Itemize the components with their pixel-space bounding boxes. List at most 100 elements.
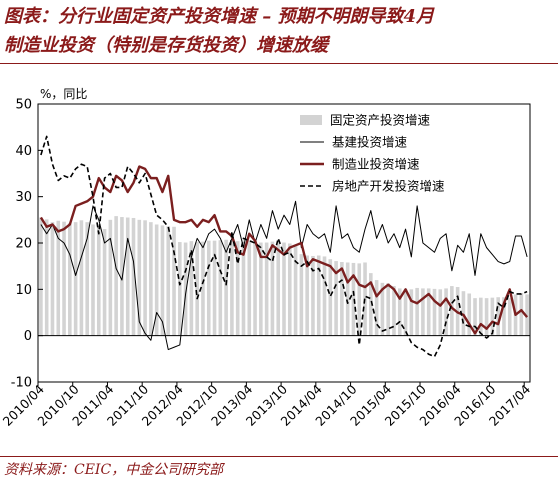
bar-fixed-asset-investment: [166, 226, 171, 336]
chart-title: 图表：分行业固定资产投资增速 – 预期不明朗导致4月 制造业投资（特别是存货投资…: [4, 2, 556, 60]
bar-fixed-asset-investment: [276, 242, 281, 336]
bar-fixed-asset-investment: [178, 242, 182, 336]
bar-fixed-asset-investment: [397, 288, 402, 336]
bar-fixed-asset-investment: [461, 291, 466, 336]
bar-fixed-asset-investment: [149, 222, 153, 336]
bar-fixed-asset-investment: [230, 240, 234, 336]
bar-fixed-asset-investment: [287, 243, 292, 336]
bar-fixed-asset-investment: [444, 288, 448, 336]
source-divider: [0, 456, 558, 457]
bar-fixed-asset-investment: [369, 273, 373, 336]
bar-fixed-asset-investment: [403, 289, 408, 336]
bar-fixed-asset-investment: [351, 262, 356, 336]
bar-fixed-asset-investment: [374, 280, 379, 336]
legend-swatch-fixed-asset-investment: [300, 115, 322, 125]
bar-fixed-asset-investment: [386, 283, 390, 336]
bar-fixed-asset-investment: [525, 294, 529, 336]
y-axis-unit-label: %，同比: [40, 87, 87, 101]
bar-fixed-asset-investment: [44, 219, 49, 336]
bar-fixed-asset-investment: [502, 297, 506, 336]
chart-title-line-2: 制造业投资（特别是存货投资）增速放缓: [4, 35, 328, 56]
bar-fixed-asset-investment: [102, 229, 107, 336]
line-infrastructure-investment: [40, 200, 528, 351]
bar-fixed-asset-investment: [432, 288, 437, 336]
bar-fixed-asset-investment: [484, 298, 489, 336]
bar-fixed-asset-investment: [114, 216, 118, 336]
bar-fixed-asset-investment: [328, 259, 333, 336]
y-tick-label: 30: [15, 190, 32, 205]
bar-fixed-asset-investment: [421, 288, 425, 336]
source-note: 资料来源：CEIC，中金公司研究部: [4, 462, 224, 478]
y-tick-label: 0: [24, 329, 32, 344]
bar-fixed-asset-investment: [172, 226, 176, 336]
bar-fixed-asset-investment: [85, 222, 89, 336]
bar-fixed-asset-investment: [125, 217, 130, 336]
bar-fixed-asset-investment: [195, 242, 199, 336]
bar-fixed-asset-investment: [183, 242, 188, 336]
bar-fixed-asset-investment: [108, 219, 113, 336]
investment-growth-chart: -10 0 10 20 30 40 50 %，同比 2010/042010/102011/042…: [0, 87, 533, 429]
bar-fixed-asset-investment: [96, 226, 101, 336]
bar-fixed-asset-investment: [131, 217, 136, 336]
bar-fixed-asset-investment: [496, 297, 500, 336]
bar-fixed-asset-investment: [357, 263, 362, 336]
bar-series-fixed-asset-investment: [39, 216, 529, 336]
bar-fixed-asset-investment: [235, 241, 240, 336]
bar-fixed-asset-investment: [50, 222, 55, 336]
bar-fixed-asset-investment: [270, 241, 275, 336]
bar-fixed-asset-investment: [62, 221, 66, 336]
bar-fixed-asset-investment: [322, 256, 327, 336]
bar-fixed-asset-investment: [79, 220, 84, 336]
bar-fixed-asset-investment: [91, 224, 95, 336]
legend-label-real-estate-investment: 房地产开发投资增速: [332, 179, 445, 194]
bar-fixed-asset-investment: [316, 255, 321, 336]
y-tick-label: 10: [15, 283, 32, 298]
bar-fixed-asset-investment: [143, 220, 147, 336]
bar-fixed-asset-investment: [507, 298, 512, 336]
legend-label-manufacturing-investment: 制造业投资增速: [332, 157, 420, 172]
bar-fixed-asset-investment: [39, 217, 43, 336]
bar-fixed-asset-investment: [340, 262, 344, 336]
x-axis: 2010/042010/102011/042011/102012/042012/…: [0, 381, 533, 428]
bar-fixed-asset-investment: [299, 254, 304, 336]
bar-fixed-asset-investment: [479, 297, 483, 336]
title-divider: [0, 63, 558, 64]
bar-fixed-asset-investment: [426, 288, 431, 336]
bar-fixed-asset-investment: [264, 242, 269, 336]
bar-fixed-asset-investment: [73, 222, 78, 336]
bar-fixed-asset-investment: [409, 289, 414, 336]
bar-fixed-asset-investment: [224, 239, 228, 336]
y-tick-label: 20: [15, 237, 32, 252]
bar-fixed-asset-investment: [519, 293, 524, 336]
bar-fixed-asset-investment: [218, 240, 223, 336]
bar-fixed-asset-investment: [259, 242, 263, 336]
bar-fixed-asset-investment: [212, 240, 217, 336]
bar-fixed-asset-investment: [201, 241, 205, 336]
bar-fixed-asset-investment: [206, 240, 211, 336]
bar-fixed-asset-investment: [241, 240, 246, 336]
chart-title-line-1: 图表：分行业固定资产投资增速 – 预期不明朗导致4月: [4, 6, 435, 27]
bar-fixed-asset-investment: [490, 297, 495, 336]
y-tick-label: -10: [11, 376, 32, 391]
bar-fixed-asset-investment: [305, 255, 309, 336]
bar-fixed-asset-investment: [467, 293, 472, 336]
bar-fixed-asset-investment: [293, 244, 298, 336]
bar-fixed-asset-investment: [380, 282, 385, 336]
bar-fixed-asset-investment: [415, 287, 419, 336]
bar-fixed-asset-investment: [282, 242, 286, 336]
bar-fixed-asset-investment: [137, 219, 142, 336]
bar-fixed-asset-investment: [450, 286, 454, 336]
bar-fixed-asset-investment: [438, 289, 443, 336]
bar-fixed-asset-investment: [154, 224, 159, 336]
bar-fixed-asset-investment: [473, 298, 477, 336]
bar-fixed-asset-investment: [334, 261, 338, 336]
bar-fixed-asset-investment: [253, 241, 257, 336]
bar-fixed-asset-investment: [247, 240, 252, 336]
bar-fixed-asset-investment: [189, 241, 194, 336]
bar-fixed-asset-investment: [392, 286, 396, 336]
bar-fixed-asset-investment: [345, 262, 350, 336]
bar-fixed-asset-investment: [311, 255, 315, 336]
y-tick-label: 50: [15, 98, 32, 113]
legend-label-infrastructure-investment: 基建投资增速: [332, 135, 408, 150]
bar-fixed-asset-investment: [68, 223, 72, 336]
